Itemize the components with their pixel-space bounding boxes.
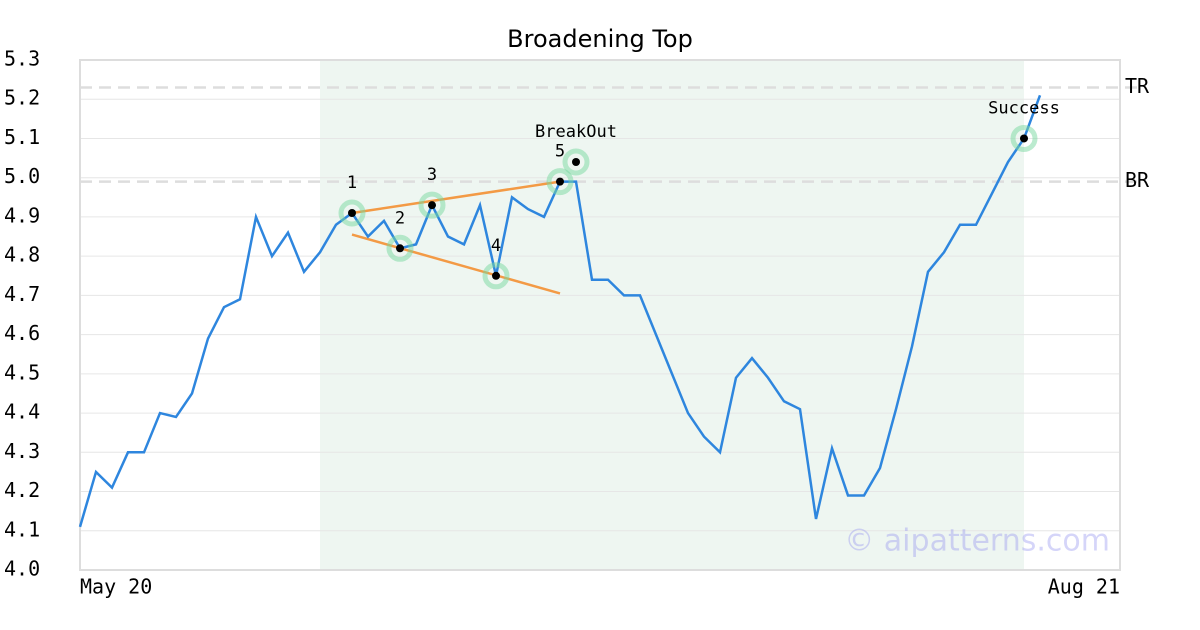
x-tick-label: Aug 21 — [1048, 575, 1120, 599]
y-tick-label: 5.0 — [4, 164, 40, 188]
y-tick-label: 4.5 — [4, 360, 40, 384]
pattern-point-halo — [418, 191, 446, 219]
point-label: BreakOut — [535, 122, 617, 142]
plot-frame — [79, 59, 1121, 571]
y-tick-label: 4.2 — [4, 478, 40, 502]
pattern-point-halo — [338, 199, 366, 227]
level-label: TR — [1125, 74, 1150, 98]
point-label: 4 — [491, 236, 501, 256]
y-tick-label: 4.6 — [4, 321, 40, 345]
x-tick-label: May 20 — [80, 575, 152, 599]
pattern-point-halo — [386, 234, 414, 262]
pattern-point — [396, 244, 404, 253]
point-label: 1 — [347, 173, 357, 193]
point-label: 5 — [555, 142, 565, 162]
trend-line — [351, 233, 561, 295]
pattern-point-halo — [546, 168, 574, 196]
point-label: 2 — [395, 208, 405, 228]
y-tick-label: 5.3 — [4, 47, 40, 71]
y-tick-label: 4.8 — [4, 243, 40, 267]
y-tick-label: 4.3 — [4, 439, 40, 463]
y-tick-label: 4.0 — [4, 557, 40, 581]
pattern-point — [1020, 134, 1028, 143]
pattern-point-halo — [1010, 124, 1038, 152]
watermark: © aipatterns.com — [844, 524, 1110, 559]
y-tick-label: 5.2 — [4, 86, 40, 110]
y-tick-label: 4.4 — [4, 400, 40, 424]
pattern-point-halo — [562, 148, 590, 176]
point-label: 3 — [427, 165, 437, 185]
level-label: BR — [1125, 168, 1150, 192]
pattern-point — [572, 158, 580, 166]
pattern-point — [428, 201, 436, 210]
point-label: Success — [988, 98, 1060, 118]
y-tick-label: 5.1 — [4, 125, 40, 149]
pattern-point — [492, 271, 500, 280]
y-tick-label: 4.7 — [4, 282, 40, 306]
pattern-point — [556, 177, 564, 186]
trend-line — [351, 180, 561, 215]
chart-title: Broadening Top — [507, 25, 693, 53]
y-tick-label: 4.9 — [4, 203, 40, 227]
pattern-point-halo — [482, 262, 510, 290]
y-tick-label: 4.1 — [4, 517, 40, 541]
pattern-point — [348, 209, 356, 217]
shaded-region — [320, 60, 1024, 570]
